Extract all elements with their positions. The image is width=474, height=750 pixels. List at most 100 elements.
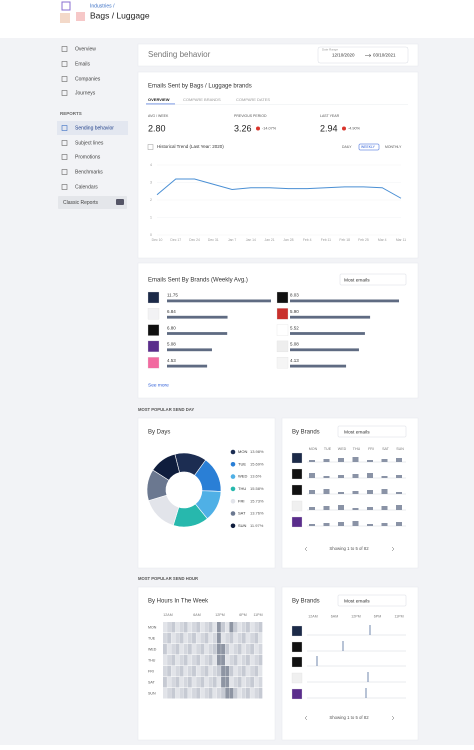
date-to[interactable]: 03/10/2021	[373, 53, 396, 58]
nav-icon	[61, 140, 68, 146]
column-label: 6AM	[331, 614, 338, 618]
breadcrumb[interactable]: Industries /	[90, 3, 115, 9]
period[interactable]: MONTHLY	[385, 145, 402, 149]
heat-cell	[171, 666, 176, 677]
heat-cell	[196, 655, 201, 666]
period[interactable]: WEEKLY	[361, 145, 376, 149]
x-tick-label: Jan 7	[228, 238, 236, 242]
trend-line	[156, 178, 402, 199]
legend-day: MON	[238, 449, 247, 454]
heat-cell	[233, 655, 238, 666]
heat-cell	[167, 677, 172, 688]
legend-day: TUE	[238, 461, 246, 466]
brand-logo	[291, 468, 303, 480]
heat-cell	[208, 677, 213, 688]
stat-label: AVG / WEEK	[148, 114, 169, 118]
heat-cell	[208, 655, 213, 666]
nav-section: REPORTS	[60, 111, 82, 116]
heat-cell	[179, 655, 184, 666]
legend-day: SUN	[238, 523, 247, 528]
date-label: Date Range	[322, 47, 338, 51]
mini-bar	[338, 505, 344, 510]
tab[interactable]: OVERVIEW	[148, 97, 170, 102]
heat-cell	[192, 666, 196, 677]
period[interactable]: DAILY	[342, 145, 352, 149]
section-heading: MOST POPULAR SEND HOUR	[138, 576, 198, 581]
bar-label: 5.52	[290, 325, 299, 330]
heat-cell	[167, 655, 172, 666]
heat-cell	[204, 633, 209, 644]
nav-item[interactable]: Benchmarks	[75, 169, 103, 175]
stat-label: PREVIOUS PERIOD	[234, 114, 267, 118]
mini-bar	[352, 491, 359, 494]
classic-reports[interactable]: Classic Reports	[63, 200, 99, 206]
heat-cell	[163, 688, 167, 699]
nav-item[interactable]: Calendars	[75, 184, 98, 190]
heat-cell	[183, 622, 188, 633]
stat-value: 2.94	[320, 123, 338, 133]
heat-cell	[246, 677, 250, 688]
nav-icon	[61, 46, 68, 52]
day-label: SAT	[148, 680, 156, 684]
nav-item[interactable]: Sending behavior	[75, 125, 114, 131]
heat-cell	[221, 677, 225, 688]
mini-bar	[323, 476, 330, 478]
date-from[interactable]: 12/10/2020	[332, 53, 355, 58]
brand-logo	[291, 672, 303, 684]
stat-value: 3.26	[234, 123, 252, 133]
tab[interactable]: COMPARE BRANDS	[183, 97, 221, 102]
brand-logo	[276, 340, 289, 353]
bar-label: 4.13	[290, 358, 299, 363]
heat-cell	[246, 622, 250, 633]
date-box	[317, 46, 409, 64]
nav-item[interactable]: Subject lines	[75, 140, 104, 146]
heat-cell	[183, 655, 188, 666]
sort-value[interactable]: Most emails	[344, 277, 370, 283]
heat-cell	[196, 633, 201, 644]
nav-active	[57, 121, 128, 135]
nav-item[interactable]: Journeys	[75, 90, 96, 96]
heat-cell	[212, 644, 217, 655]
brand-logo	[276, 308, 289, 320]
heat-cell	[171, 622, 176, 633]
heat-cell	[250, 677, 255, 688]
sort-value[interactable]: Most emails	[344, 598, 370, 604]
see-more[interactable]: See more	[148, 382, 169, 388]
nav-item[interactable]: Promotions	[75, 154, 101, 160]
mini-bar	[367, 490, 373, 494]
nav-icon	[61, 90, 68, 96]
trend-label[interactable]: Historical Trend (Last Year: 2020)	[157, 144, 224, 149]
heat-cell	[212, 622, 217, 633]
heat-cell	[163, 666, 167, 677]
brand-logo	[291, 500, 303, 512]
heat-cell	[237, 666, 242, 677]
bar	[167, 348, 212, 352]
nav-item[interactable]: Companies	[75, 76, 101, 82]
heat-cell	[200, 644, 205, 655]
sort-value[interactable]: Most emails	[344, 429, 370, 435]
heat-cell	[187, 622, 192, 633]
heat-cell	[183, 633, 188, 644]
heat-cell	[229, 688, 234, 699]
heat-cell	[167, 666, 172, 677]
heat-cell	[200, 666, 205, 677]
nav-item[interactable]: Emails	[75, 61, 91, 67]
heat-cell	[163, 677, 167, 688]
sort-select	[339, 273, 407, 286]
bar-label: 5.90	[290, 309, 299, 314]
heat-cell	[183, 666, 188, 677]
heat-cell	[200, 688, 205, 699]
brand-logo	[291, 641, 303, 653]
mini-bar	[338, 475, 344, 478]
mini-bar	[323, 523, 330, 526]
legend-dot	[230, 462, 236, 467]
bar-label: 5.08	[167, 342, 176, 347]
heat-cell	[183, 677, 188, 688]
heat-cell	[237, 644, 242, 655]
nav-item[interactable]: Overview	[75, 46, 96, 52]
heat-cell	[225, 677, 230, 688]
tab[interactable]: COMPARE DATES	[236, 97, 270, 102]
mini-bar	[381, 506, 388, 510]
card-title: Emails Sent by Bags / Luggage brands	[148, 84, 252, 90]
